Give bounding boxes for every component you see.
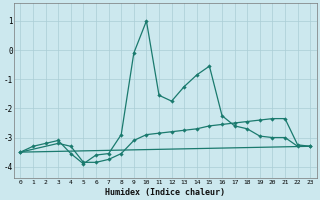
X-axis label: Humidex (Indice chaleur): Humidex (Indice chaleur) [105, 188, 225, 197]
